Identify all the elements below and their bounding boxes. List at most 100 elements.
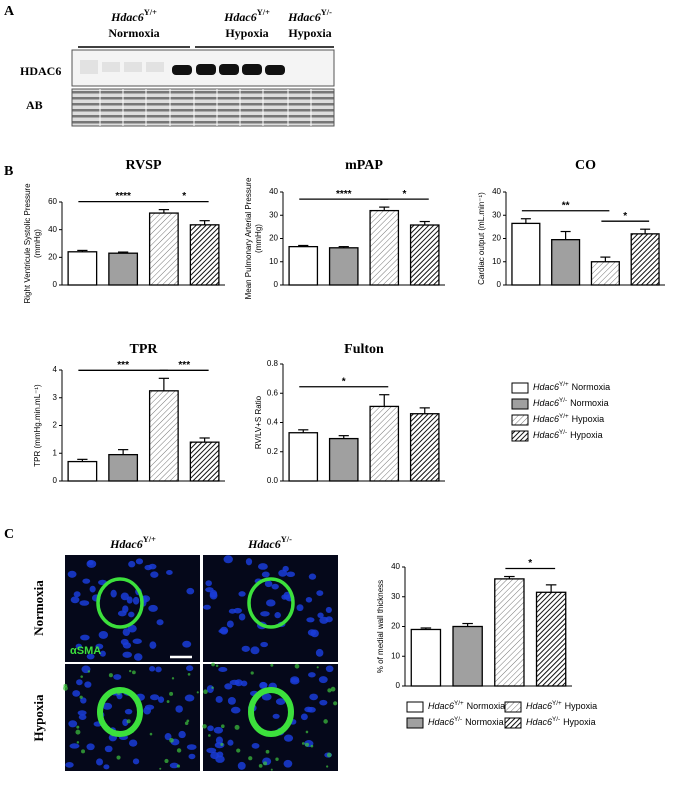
bar	[410, 628, 442, 687]
smc-signal	[323, 719, 328, 724]
nucleus	[84, 681, 92, 688]
row-label: AB	[26, 98, 43, 112]
significance-label: ***	[178, 360, 190, 371]
nucleus	[283, 734, 294, 742]
y-tick-label: 1	[53, 448, 58, 457]
genotype: Y/-	[559, 429, 567, 436]
significance-label: *	[528, 558, 532, 569]
smc-signal	[169, 691, 174, 696]
legend-swatch	[511, 398, 529, 410]
micrograph	[203, 664, 338, 771]
smc-signal	[215, 664, 219, 667]
smc-signal	[129, 669, 132, 673]
nucleus	[70, 596, 80, 604]
panel-label: C	[4, 527, 14, 542]
legend-swatch	[406, 701, 424, 713]
nucleus	[227, 739, 234, 746]
y-tick-label: 40	[391, 562, 400, 571]
genotype: Y/+	[552, 700, 562, 707]
bar	[369, 405, 400, 482]
nucleus	[309, 693, 319, 701]
smc-signal	[149, 732, 153, 736]
nucleus	[226, 620, 234, 628]
nucleus	[86, 743, 95, 751]
vessel-wall	[96, 577, 144, 629]
legend-swatch	[511, 382, 529, 394]
smc-signal	[236, 748, 241, 753]
bar	[494, 578, 525, 687]
smc-signal	[211, 686, 214, 689]
legend-swatch	[511, 430, 529, 442]
nucleus	[260, 641, 269, 648]
gene: Hdac6	[533, 430, 559, 440]
y-tick-label: 20	[492, 234, 501, 243]
smc-signal	[263, 761, 268, 766]
vessel-wall	[248, 687, 294, 737]
micrograph	[65, 555, 200, 662]
smc-signal	[316, 666, 319, 669]
smc-signal	[196, 691, 199, 694]
gene: Hdac6	[110, 10, 144, 24]
nucleus	[308, 672, 316, 678]
genotype: Y/+	[559, 381, 569, 388]
y-tick-label: 0	[53, 476, 58, 485]
y-tick-label: 30	[391, 592, 400, 601]
nucleus	[290, 676, 300, 683]
nucleus	[308, 573, 317, 580]
gene: Hdac6	[526, 717, 552, 727]
nucleus	[274, 612, 281, 619]
y-tick-label: 20	[48, 252, 57, 261]
nucleus	[259, 681, 268, 690]
smc-signal	[326, 765, 329, 768]
nucleus	[77, 710, 87, 716]
smc-signal	[176, 764, 181, 768]
nucleus	[78, 714, 87, 720]
lane-separators	[99, 89, 312, 126]
nucleus	[122, 642, 132, 649]
bar	[369, 209, 400, 286]
condition-label: Hypoxia	[288, 26, 331, 40]
gene: Hdac6	[526, 701, 552, 711]
genotype-label: Hdac6Y/-	[247, 535, 292, 550]
y-tick-label: 0	[274, 280, 279, 289]
gene: Hdac6	[533, 414, 559, 424]
smc-signal	[131, 670, 136, 675]
nucleus	[124, 708, 133, 715]
y-axis-label: TPR (mmHg.min.mL⁻¹)	[33, 384, 42, 467]
smc-signal	[248, 756, 253, 761]
y-tick-label: 0	[396, 681, 401, 690]
y-tick-label: 0.8	[267, 359, 279, 368]
nucleus	[148, 604, 158, 612]
bar	[67, 460, 98, 482]
smc-signal	[166, 700, 170, 703]
smc-signal	[169, 738, 174, 743]
y-axis-label: Mean Pulmonary Arterial Pressure	[244, 177, 253, 299]
condition: Normoxia	[572, 382, 611, 392]
nucleus	[186, 744, 197, 750]
nucleus	[283, 759, 293, 768]
nucleus	[325, 665, 334, 673]
bar	[189, 224, 220, 286]
nucleus	[169, 762, 179, 769]
bar	[630, 233, 660, 286]
nucleus	[80, 634, 90, 641]
smc-signal	[203, 689, 208, 695]
smc-signal	[75, 729, 81, 735]
nucleus	[317, 612, 324, 619]
genotype-label: Hdac6Y/-​Normoxia	[428, 716, 504, 727]
smc-signal	[164, 758, 169, 764]
nucleus	[149, 641, 157, 649]
y-axis-label: % of medial wall thickness	[376, 580, 385, 673]
stain-label: αSMA	[70, 645, 101, 657]
nucleus	[186, 587, 195, 595]
blot-ab	[71, 88, 335, 127]
y-tick-label: 40	[269, 187, 278, 196]
smc-signal	[80, 675, 83, 678]
legend-swatch	[504, 701, 522, 713]
smc-signal	[79, 695, 83, 699]
genotype: Y/-	[454, 716, 462, 723]
nucleus	[307, 706, 316, 713]
smc-signal	[220, 742, 224, 746]
nucleus	[164, 733, 172, 741]
nucleus	[132, 758, 140, 765]
